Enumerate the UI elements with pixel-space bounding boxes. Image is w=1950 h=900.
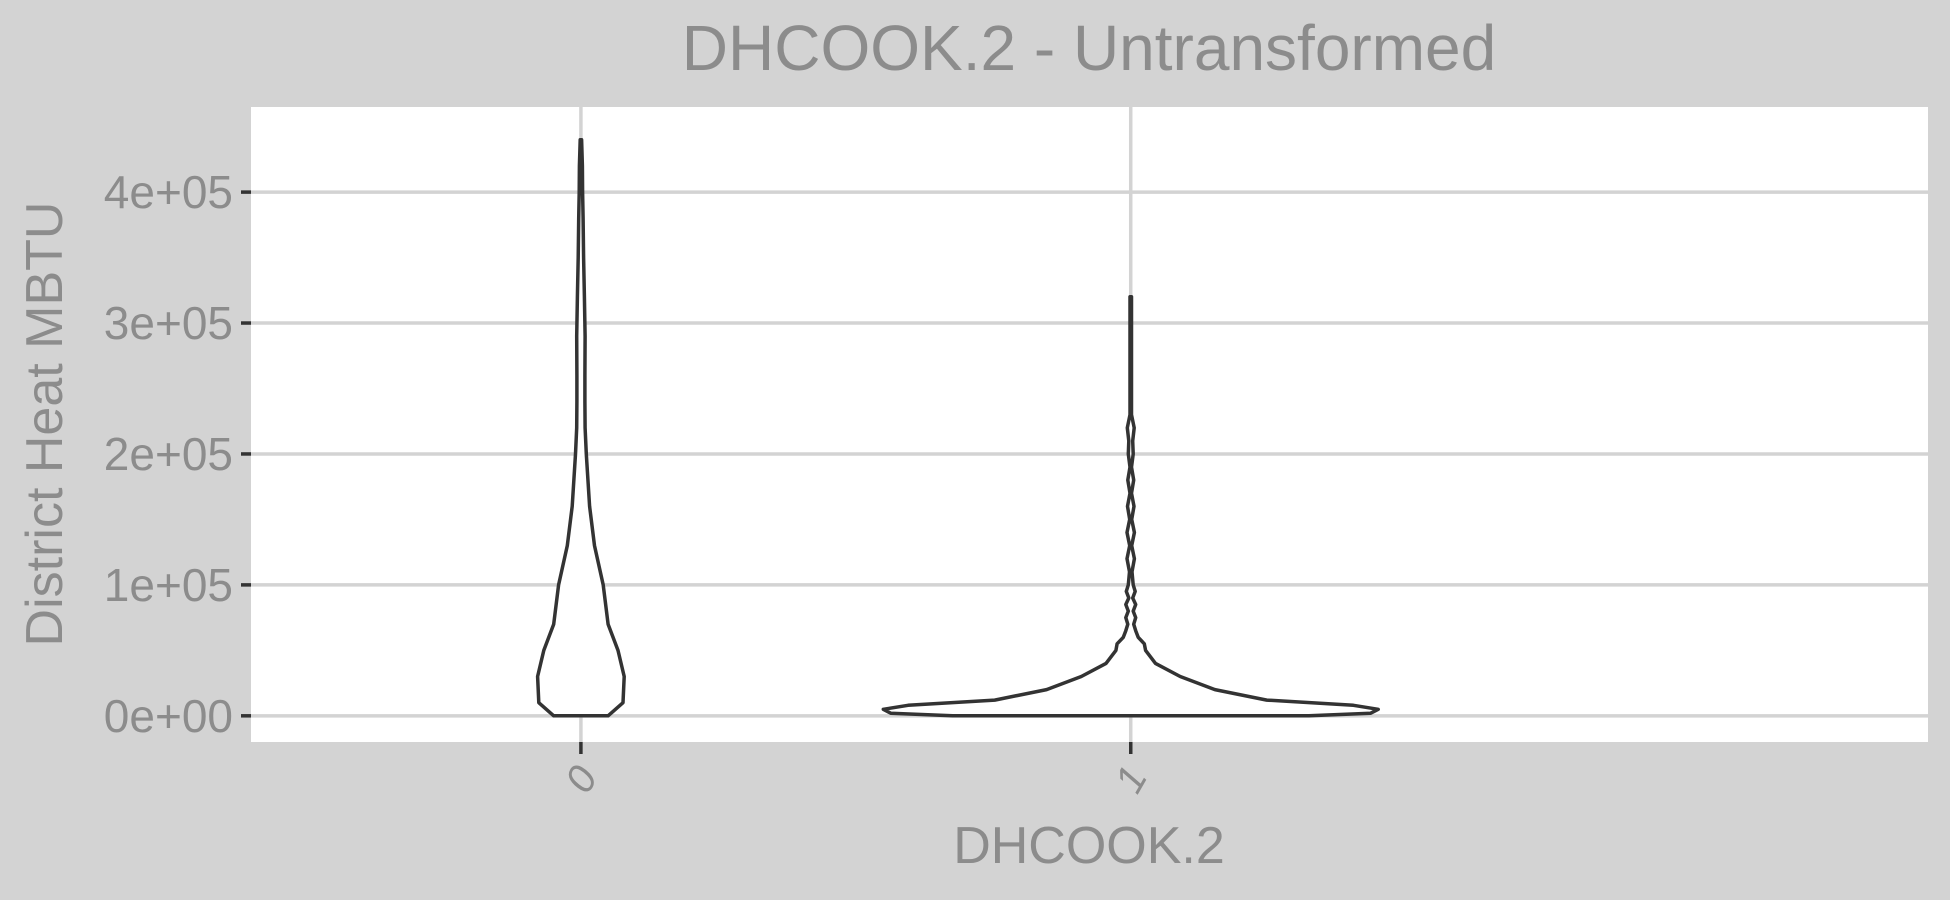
y-tick-label: 3e+05 — [104, 297, 233, 349]
y-tick-label: 2e+05 — [104, 428, 233, 480]
violins — [535, 137, 1380, 718]
violin-0 — [535, 137, 626, 718]
x-axis-label: DHCOOK.2 — [953, 817, 1225, 875]
y-axis-label: District Heat MBTU — [16, 202, 74, 647]
violin-1 — [881, 295, 1380, 718]
y-tick-label: 0e+00 — [104, 690, 233, 742]
plot-panel — [251, 107, 1928, 742]
y-axis: 0e+00 1e+05 2e+05 3e+05 4e+05 — [104, 166, 251, 742]
chart-title: DHCOOK.2 - Untransformed — [682, 12, 1496, 84]
y-tick-label: 4e+05 — [104, 166, 233, 218]
y-tick-label: 1e+05 — [104, 559, 233, 611]
